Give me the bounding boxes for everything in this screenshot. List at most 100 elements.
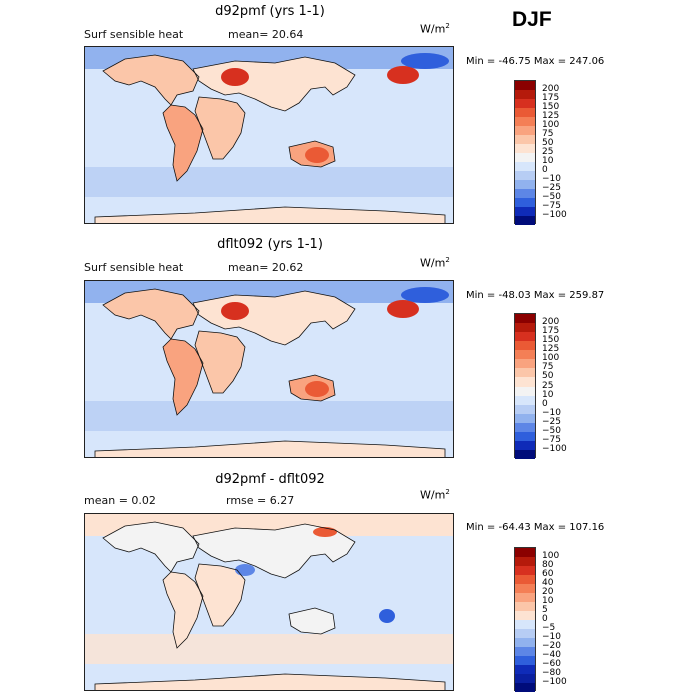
colorbar-swatch: [515, 674, 535, 683]
colorbar-tick-label: −50: [542, 425, 561, 436]
colorbar-swatch: [515, 629, 535, 638]
land-field: [95, 207, 445, 223]
colorbar-tick-label: −25: [542, 416, 561, 427]
coastlines: [94, 54, 446, 223]
colorbar-tick-label: −10: [542, 174, 561, 184]
anomaly: [379, 609, 395, 623]
land-field: [163, 105, 203, 181]
coastline: [192, 56, 356, 112]
colorbar-swatch: [515, 647, 535, 656]
land-field: [163, 339, 203, 415]
unit-label: W/m2: [420, 488, 450, 502]
colorbar-swatch: [515, 377, 535, 387]
hotspot: [305, 381, 329, 397]
colorbar-swatch: [515, 135, 535, 144]
coldspot: [401, 53, 449, 69]
colorbar-swatch: [515, 440, 535, 450]
colorbar-swatch: [515, 413, 535, 423]
colorbar-tick-label: 40: [542, 578, 554, 588]
colorbar-swatch: [515, 602, 535, 611]
colorbar-tick-label: −100: [542, 677, 567, 687]
colorbar-swatch: [515, 620, 535, 629]
coastline: [194, 96, 246, 160]
colorbar-swatch: [515, 386, 535, 396]
unit-label: W/m2: [420, 22, 450, 36]
land-field: [163, 572, 203, 648]
colorbar-tick-label: −100: [542, 443, 567, 454]
coastline: [102, 54, 200, 106]
coldspot: [401, 287, 449, 303]
colorbar-tick-label: 200: [542, 84, 560, 94]
coastline: [288, 140, 336, 168]
mean-label: mean = 0.02: [84, 494, 156, 507]
coastline: [102, 288, 200, 340]
colorbar-swatch: [515, 144, 535, 153]
land-field: [95, 674, 445, 690]
colorbar-tick-label: 10: [542, 596, 554, 606]
colorbar-tick-label: 50: [542, 371, 554, 382]
colorbar-swatch: [515, 314, 535, 324]
coastlines: [94, 288, 446, 457]
colorbar-swatch: [515, 171, 535, 180]
colorbar-tick-label: 125: [542, 111, 560, 121]
colorbar-swatch: [515, 404, 535, 414]
colorbar-tick-label: 100: [542, 551, 560, 561]
colorbar: [514, 80, 536, 225]
colorbar-tick-label: 50: [542, 138, 554, 148]
colorbar-tick-label: −40: [542, 650, 561, 660]
colorbar-swatch: [515, 323, 535, 333]
colorbar-tick-label: −10: [542, 632, 561, 642]
coastline: [192, 523, 356, 579]
colorbar: [514, 547, 536, 692]
colorbar-tick-label: 200: [542, 317, 560, 328]
mean-label: mean= 20.62: [228, 261, 304, 274]
colorbar-tick-label: 75: [542, 129, 554, 139]
colorbar-swatch: [515, 216, 535, 225]
colorbar-swatch: [515, 548, 535, 557]
season-label: DJF: [512, 8, 552, 31]
mean-label: mean= 20.64: [228, 28, 304, 41]
map-panel: [84, 280, 454, 458]
colorbar-tick-label: 0: [542, 165, 548, 175]
colorbar-swatch: [515, 359, 535, 369]
colorbar-swatch: [515, 566, 535, 575]
colorbar-swatch: [515, 81, 535, 90]
colorbar-tick-label: 0: [542, 614, 548, 624]
colorbar-swatch: [515, 656, 535, 665]
hotspot: [221, 302, 249, 320]
coastline: [94, 440, 446, 457]
colorbar-swatch: [515, 422, 535, 432]
land-field: [95, 441, 445, 457]
colorbar-swatch: [515, 350, 535, 360]
field-layer: [85, 47, 453, 223]
southern-ocean-band: [85, 401, 453, 431]
coastline: [192, 290, 356, 346]
colorbar-swatch: [515, 126, 535, 135]
colorbar-tick-label: 5: [542, 605, 548, 615]
panel-title: d92pmf (yrs 1-1): [215, 4, 325, 19]
colorbar-tick-label: −75: [542, 201, 561, 211]
colorbar-swatch: [515, 180, 535, 189]
panel-title: d92pmf - dflt092: [215, 472, 325, 487]
colorbar-swatch: [515, 153, 535, 162]
coastline: [162, 338, 204, 416]
coastline: [288, 607, 336, 635]
field-layer: [85, 281, 453, 457]
colorbar-tick-label: 150: [542, 335, 560, 346]
colorbar-tick-label: 10: [542, 389, 554, 400]
panel-title: dflt092 (yrs 1-1): [217, 237, 323, 252]
colorbar-tick-label: −10: [542, 407, 561, 418]
coastline: [194, 563, 246, 627]
colorbar-tick-label: 20: [542, 587, 554, 597]
colorbar-tick-label: −75: [542, 434, 561, 445]
colorbar-swatch: [515, 431, 535, 441]
colorbar-swatch: [515, 341, 535, 351]
field-layer: [85, 514, 453, 690]
coastline: [162, 104, 204, 182]
coastline: [162, 571, 204, 649]
colorbar-tick-label: 175: [542, 93, 560, 103]
southern-ocean-band: [85, 167, 453, 197]
colorbar-swatch: [515, 593, 535, 602]
hotspot: [221, 68, 249, 86]
min-max-label: Min = -48.03 Max = 259.87: [466, 290, 605, 301]
